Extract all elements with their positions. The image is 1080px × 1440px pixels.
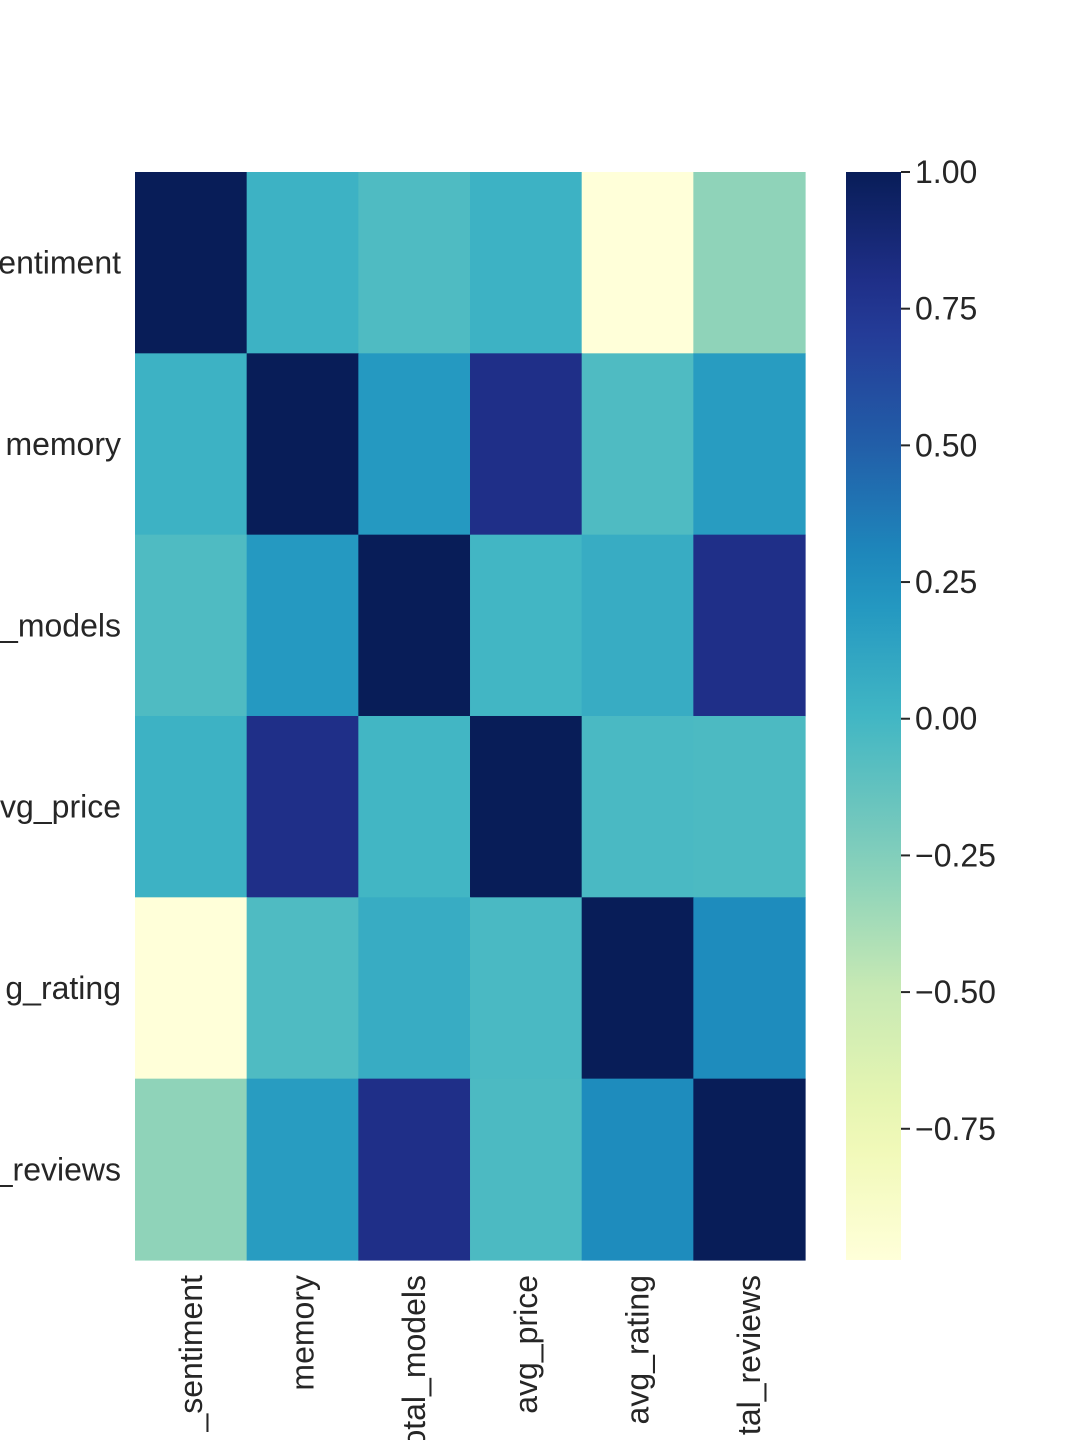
heatmap-cell <box>693 1078 806 1261</box>
colorbar-tick-label: 0.25 <box>915 564 977 600</box>
row-tick-label: g_rating <box>5 970 121 1006</box>
row-tick-label: memory <box>5 426 121 462</box>
colorbar: 1.00 0.75 0.50 0.25 0.00 −0.25 −0.50 −0.75 <box>846 154 996 1260</box>
heatmap-cell <box>693 897 806 1080</box>
heatmap-cell <box>135 172 248 354</box>
heatmap-cell <box>470 353 583 536</box>
colorbar-tick-label: −0.25 <box>915 837 996 873</box>
heatmap-cell <box>246 715 359 898</box>
heatmap-cell <box>470 534 583 717</box>
colorbar-tick-label: −0.50 <box>915 974 996 1010</box>
heatmap-cell <box>358 715 471 898</box>
heatmap-cell <box>693 534 806 717</box>
heatmap-cell <box>358 353 471 536</box>
heatmap-cell <box>581 172 694 354</box>
colorbar-gradient <box>846 172 901 1260</box>
heatmap-cell <box>135 897 248 1080</box>
heatmap-cell <box>358 534 471 717</box>
heatmap-cell <box>135 1078 248 1261</box>
heatmap-cell <box>246 534 359 717</box>
colorbar-tick-label: 1.00 <box>915 154 977 190</box>
heatmap-cell <box>581 1078 694 1261</box>
heatmap-cell <box>135 715 248 898</box>
heatmap-cell <box>246 353 359 536</box>
heatmap-cell <box>246 172 359 354</box>
colorbar-tick-label: −0.75 <box>915 1111 996 1147</box>
column-tick-label: otal_models <box>396 1275 432 1440</box>
heatmap-cell <box>693 715 806 898</box>
column-tick-labels: _sentiment memory otal_models avg_price avg_… <box>173 1275 767 1440</box>
heatmap-cell <box>693 172 806 354</box>
heatmap-cell <box>581 534 694 717</box>
row-tick-label: vg_price <box>0 789 121 825</box>
heatmap-cell <box>581 897 694 1080</box>
heatmap-cell <box>246 1078 359 1261</box>
column-tick-label: avg_rating <box>620 1275 656 1424</box>
heatmap-cell <box>470 1078 583 1261</box>
heatmap-cell <box>693 353 806 536</box>
heatmap-cell <box>358 172 471 354</box>
heatmap-cell <box>246 897 359 1080</box>
heatmap-cell <box>135 353 248 536</box>
row-tick-label: _models <box>0 607 121 643</box>
heatmap-cells <box>135 172 806 1261</box>
row-tick-label: _reviews <box>0 1151 121 1187</box>
heatmap-cell <box>470 715 583 898</box>
heatmap-cell <box>581 353 694 536</box>
heatmap-cell <box>470 897 583 1080</box>
heatmap-cell <box>470 172 583 354</box>
heatmap-cell <box>581 715 694 898</box>
heatmap-cell <box>358 897 471 1080</box>
column-tick-label: avg_price <box>508 1275 544 1414</box>
row-tick-labels: entiment memory _models vg_price g_rating _re… <box>0 245 121 1188</box>
column-tick-label: memory <box>285 1275 321 1391</box>
row-tick-label: entiment <box>0 245 121 281</box>
colorbar-tick-label: 0.00 <box>915 701 977 737</box>
heatmap-cell <box>358 1078 471 1261</box>
column-tick-label: _sentiment <box>173 1275 209 1433</box>
heatmap-cell <box>135 534 248 717</box>
column-tick-label: tal_reviews <box>731 1275 767 1435</box>
colorbar-tick-label: 0.50 <box>915 427 977 463</box>
colorbar-tick-label: 0.75 <box>915 291 977 327</box>
